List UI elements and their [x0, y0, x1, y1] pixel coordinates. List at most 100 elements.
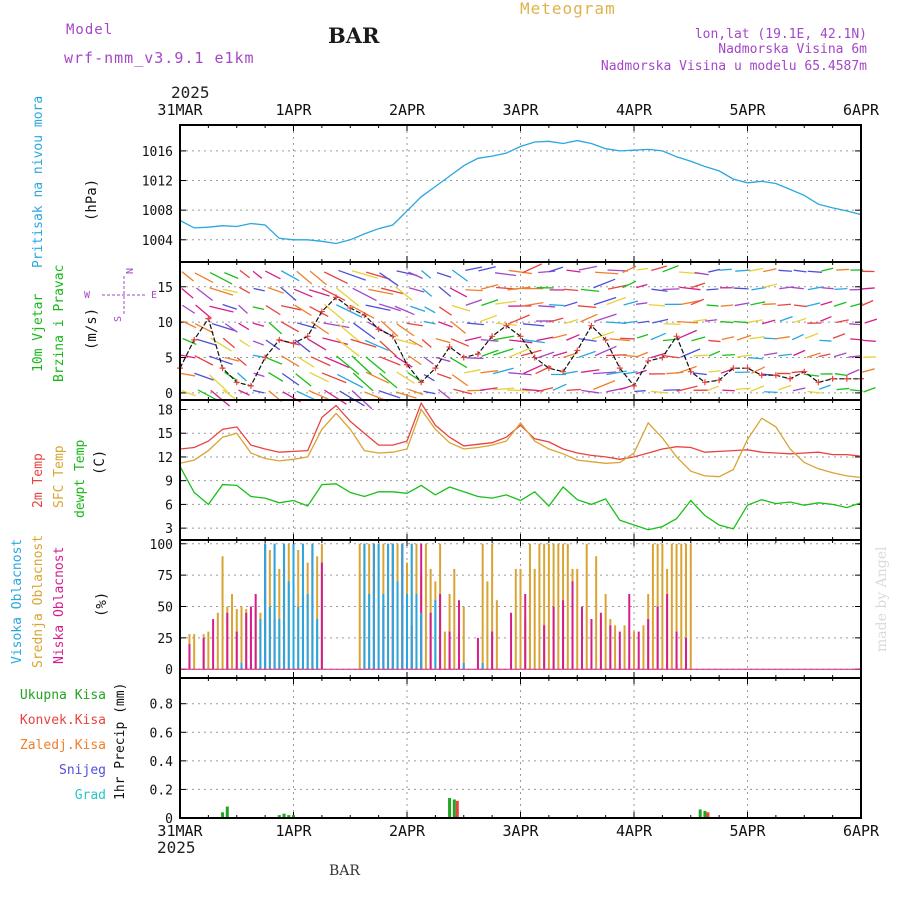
wind-barb	[836, 387, 850, 391]
temperature-ytick-label: 3	[165, 522, 173, 537]
wind-barb	[762, 319, 776, 325]
wind-speed-point	[716, 377, 723, 384]
wind-barb	[352, 372, 374, 392]
wind-barb	[437, 372, 452, 380]
wind-barb	[676, 320, 698, 324]
wind-barb	[421, 338, 432, 348]
wind-barb	[509, 339, 533, 344]
wind-barb	[481, 299, 499, 307]
clouds-ytick-label: 100	[150, 538, 173, 553]
wind-barb	[848, 355, 862, 358]
wind-barb	[494, 272, 517, 277]
wind-barb	[607, 269, 629, 272]
wind-barb	[438, 286, 452, 298]
wind-barb	[294, 339, 311, 353]
wind-barb	[224, 323, 238, 333]
wind-barb	[734, 302, 750, 307]
wind-barb	[651, 288, 668, 292]
wind-barb	[708, 370, 721, 373]
wind-barb	[735, 387, 751, 391]
wind-barb	[493, 348, 514, 356]
wind-speed-point	[233, 379, 240, 386]
wind-barb	[807, 286, 822, 291]
wind-barb	[267, 286, 284, 294]
wind-barb	[493, 387, 515, 391]
clouds-ytick-label: 75	[157, 569, 173, 584]
wind-barb	[566, 334, 580, 341]
wind-barb	[548, 317, 564, 323]
wind-barb	[351, 355, 372, 375]
wind-barb	[281, 355, 300, 367]
wind-barb	[706, 288, 719, 291]
wind-barb	[396, 323, 415, 337]
wind-barb	[297, 356, 315, 368]
wind-barb	[180, 354, 196, 359]
wind-barb	[791, 286, 804, 290]
wind-barb	[381, 287, 404, 295]
wind-barb	[650, 332, 667, 341]
time-tick-bottom: 2APR	[389, 822, 426, 840]
wind-barb	[378, 390, 401, 399]
wind-barb	[479, 387, 498, 391]
wind-barb	[806, 352, 821, 358]
wind-barb	[693, 354, 708, 357]
total_rain-bar	[452, 799, 456, 818]
wind-barb	[394, 305, 415, 316]
wind-barb	[238, 304, 248, 314]
precip-ytick-label: 0.8	[150, 698, 173, 713]
wind-barb	[338, 269, 366, 281]
wind-barb	[677, 329, 698, 340]
wind-barb	[368, 288, 394, 295]
wind-speed-point	[588, 322, 595, 329]
mid-cloud-label: Srednja Oblacnost	[31, 535, 46, 668]
wind-barb	[636, 351, 649, 358]
precip-ytick-label: 0	[165, 812, 173, 827]
wind-barb	[834, 373, 848, 377]
wind-barb	[182, 304, 196, 314]
wind-barb	[266, 357, 283, 365]
wind-barb	[365, 304, 391, 312]
temperature-ytick-label: 18	[157, 403, 173, 418]
wind-barb	[252, 306, 265, 311]
temperature-frame	[179, 399, 862, 541]
wind-barb	[737, 354, 753, 358]
time-tick-top: 31MAR	[157, 101, 203, 119]
wind-barb	[776, 336, 790, 340]
wind-speed-point	[829, 375, 836, 382]
wind-barb	[435, 338, 451, 344]
wind-barb	[523, 364, 544, 375]
wind-barb	[708, 268, 721, 273]
wind-barb	[662, 265, 679, 273]
pressure-ytick-label: 1008	[142, 204, 173, 219]
time-tick-top: 1APR	[275, 101, 312, 119]
wind-barb	[508, 347, 531, 358]
wind-speed-point	[758, 372, 765, 379]
wind-barb	[636, 283, 648, 289]
wind-speed-point	[772, 372, 779, 379]
wind-barb	[764, 391, 778, 394]
wind-barb	[636, 333, 649, 339]
wind-ytick-label: 10	[157, 316, 173, 331]
wind-barb	[552, 351, 568, 357]
precip-ytick-label: 0.6	[150, 726, 173, 741]
sfc-line	[179, 408, 862, 479]
wind-speed-point	[517, 333, 524, 340]
wind-barb	[478, 266, 496, 272]
wind-barb	[323, 322, 350, 329]
wind-barb	[265, 270, 281, 280]
wind-barb	[720, 304, 734, 307]
wind-barb	[450, 357, 468, 369]
wind-barb	[691, 282, 706, 289]
dew-label: dewpt Temp	[73, 440, 88, 518]
wind-barb	[779, 316, 793, 322]
wind-compass: W E N S	[84, 268, 157, 322]
wind-barb	[719, 268, 732, 271]
wind-barb	[209, 305, 234, 313]
wind-barb	[704, 319, 718, 322]
wind-barb	[606, 354, 627, 357]
wind-barb	[751, 366, 766, 374]
wind-barb	[792, 387, 806, 392]
temperature-ytick-label: 15	[157, 427, 173, 442]
wind-barb	[751, 286, 767, 291]
wind-barb	[295, 373, 312, 387]
